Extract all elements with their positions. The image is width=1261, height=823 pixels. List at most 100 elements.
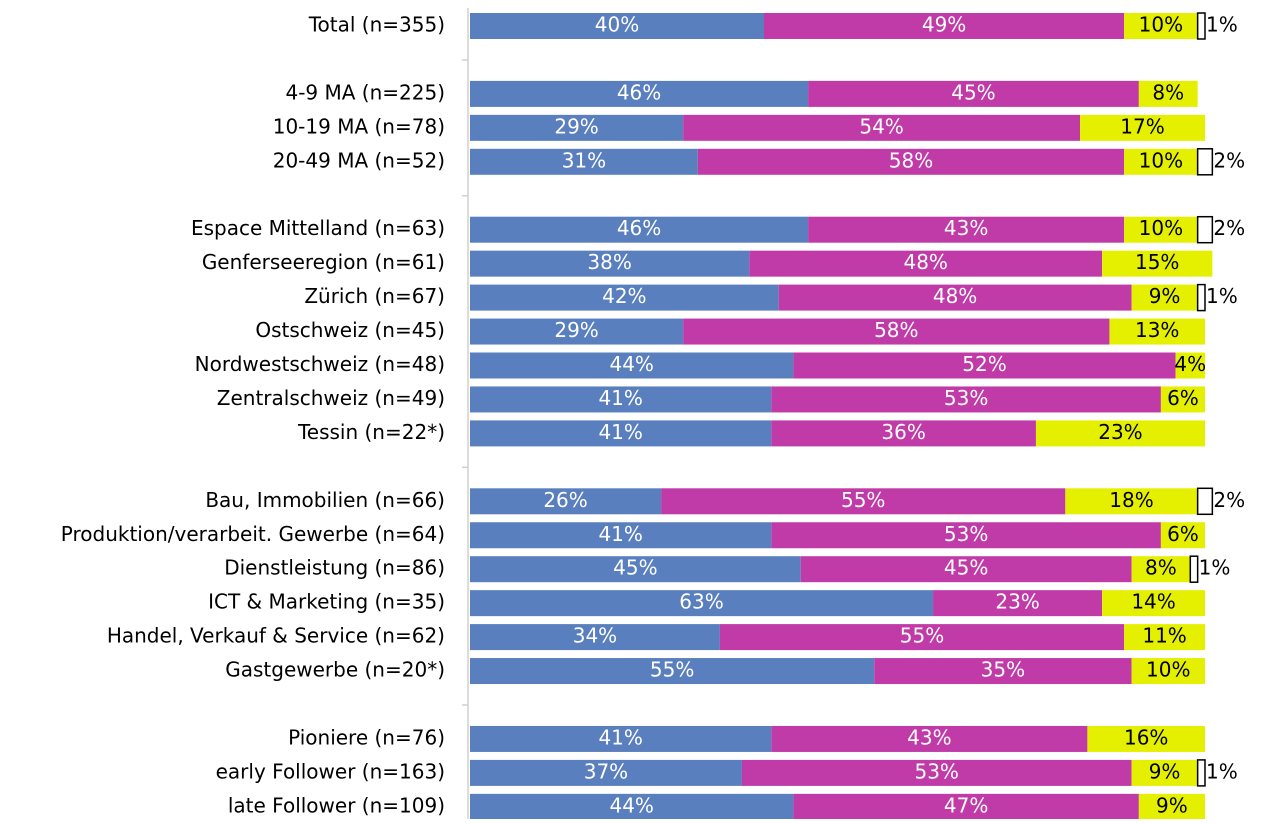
bar-segment [1196, 283, 1206, 312]
data-label: 8% [1145, 556, 1177, 580]
bar-segment [470, 386, 772, 413]
data-label: 2% [1213, 148, 1245, 172]
data-label: 1% [1206, 284, 1238, 308]
bar-segment [874, 658, 1132, 685]
data-label: 45% [613, 556, 657, 580]
bar-segment [719, 624, 1125, 651]
bar-segment [1124, 13, 1198, 39]
data-label: 31% [562, 148, 606, 172]
data-label: 46% [617, 80, 661, 104]
data-label: 26% [543, 488, 587, 512]
bar-segment [800, 556, 1132, 583]
category-label: Espace Mittelland (n=63) [191, 216, 445, 240]
bar-segment [778, 284, 1132, 311]
bar-segment [470, 725, 772, 752]
data-label: 49% [922, 13, 966, 37]
data-label: 13% [1135, 318, 1179, 342]
data-label: 10% [1146, 658, 1190, 682]
data-label: 4% [1174, 352, 1206, 376]
data-label: 43% [944, 216, 988, 240]
bar-segment [793, 793, 1139, 820]
data-label: 45% [951, 80, 995, 104]
data-label: 10% [1139, 13, 1183, 37]
bar-segment [697, 148, 1125, 175]
bar-segment [470, 216, 809, 243]
bar-segment [1160, 386, 1205, 413]
bar-segment [793, 352, 1176, 379]
bar-segment [470, 352, 794, 379]
bar-segment [1196, 215, 1214, 244]
bar-segment [683, 318, 1110, 345]
data-label: 6% [1167, 522, 1199, 546]
bar-segment [470, 318, 684, 345]
bar-segment [741, 759, 1132, 786]
category-label: Pioniere (n=76) [288, 725, 445, 749]
bar-segment [1102, 250, 1213, 277]
category-label: Produktion/verarbeit. Gewerbe (n=64) [61, 522, 445, 546]
bar-segment [771, 522, 1161, 549]
data-label: 53% [914, 759, 958, 783]
data-label: 41% [598, 386, 642, 410]
bar-segment [1087, 725, 1205, 752]
category-label: early Follower (n=163) [216, 759, 445, 783]
bar-segment [470, 624, 720, 651]
bar-segment [1035, 420, 1205, 447]
bar-segment [771, 386, 1161, 413]
data-label: 23% [995, 590, 1039, 614]
bar-segment [1196, 12, 1206, 40]
bar-segment [764, 13, 1125, 39]
bar-segment [470, 420, 772, 447]
data-label: 55% [841, 488, 885, 512]
bar-segment [1131, 658, 1205, 685]
bar-segment [470, 13, 764, 39]
data-label: 43% [907, 725, 951, 749]
category-label: Ostschweiz (n=45) [255, 318, 445, 342]
bar-segment [470, 80, 809, 107]
data-label: 29% [554, 318, 598, 342]
data-label: 2% [1213, 216, 1245, 240]
bar-segment [1196, 759, 1206, 787]
bar-segment [470, 759, 742, 786]
data-label: 10% [1139, 216, 1183, 240]
data-label: 11% [1142, 624, 1186, 648]
data-label: 40% [595, 13, 639, 37]
bar-segment [771, 725, 1088, 752]
data-label: 38% [587, 250, 631, 274]
data-label: 48% [933, 284, 977, 308]
bar-segment [1196, 487, 1214, 516]
bar-segment [470, 556, 801, 583]
data-label: 36% [881, 420, 925, 444]
category-label: Gastgewerbe (n=20*) [225, 658, 445, 682]
category-label: Genferseeregion (n=61) [202, 250, 445, 274]
data-label: 14% [1131, 590, 1175, 614]
bar-segment [933, 590, 1103, 617]
bar-segment [1138, 793, 1205, 820]
data-label: 55% [900, 624, 944, 648]
bar-segment [470, 250, 750, 277]
data-label: 58% [889, 148, 933, 172]
data-label: 45% [944, 556, 988, 580]
data-label: 35% [981, 658, 1025, 682]
bar-segment [470, 793, 794, 820]
bar-segment [470, 488, 662, 515]
data-label: 44% [609, 352, 653, 376]
bar-segment [1109, 318, 1205, 345]
category-label: Zentralschweiz (n=49) [217, 386, 445, 410]
bar-segment [771, 420, 1036, 447]
category-label: Zürich (n=67) [304, 284, 445, 308]
bar-segment [1160, 522, 1205, 549]
category-label: Tessin (n=22*) [297, 420, 445, 444]
category-label: Nordwestschweiz (n=48) [195, 352, 445, 376]
category-label: 4-9 MA (n=225) [285, 80, 445, 104]
data-label: 55% [650, 658, 694, 682]
bar-segment [1189, 555, 1199, 583]
bar-segment [1102, 590, 1205, 617]
data-label: 29% [554, 114, 598, 138]
data-label: 41% [598, 522, 642, 546]
category-label: late Follower (n=109) [228, 793, 445, 817]
bar-segment [1138, 80, 1198, 107]
bar-segment [470, 522, 772, 549]
data-label: 6% [1167, 386, 1199, 410]
data-label: 63% [679, 590, 723, 614]
